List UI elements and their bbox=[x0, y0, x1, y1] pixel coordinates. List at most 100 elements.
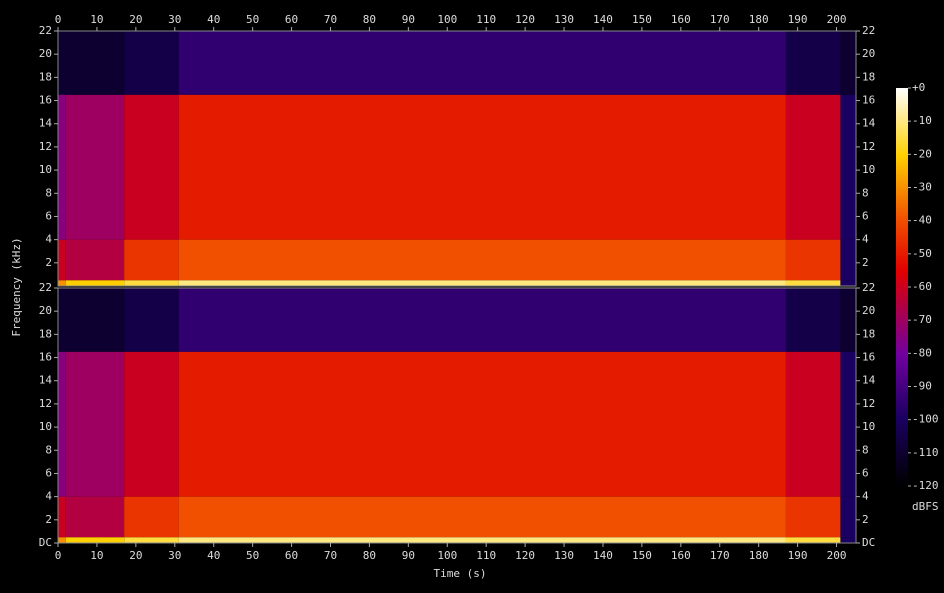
y-tick-label-right: 10 bbox=[862, 163, 875, 176]
heatmap-cell bbox=[58, 351, 66, 497]
y-tick-label-right: 12 bbox=[862, 140, 875, 153]
x-tick-label: 180 bbox=[749, 549, 769, 562]
x-tick-label-top: 100 bbox=[437, 13, 457, 26]
y-tick-label: 14 bbox=[39, 117, 53, 130]
x-tick-label: 20 bbox=[129, 549, 142, 562]
y-tick-label-right: 14 bbox=[862, 374, 876, 387]
y-tick-label-right: 14 bbox=[862, 117, 876, 130]
x-tick-label-top: 20 bbox=[129, 13, 142, 26]
heatmap-cell bbox=[58, 280, 66, 286]
heatmap-cell bbox=[785, 496, 841, 538]
colorbar-tick-label: -40 bbox=[912, 214, 932, 227]
y-tick-label-right: 2 bbox=[862, 513, 869, 526]
heatmap-cell bbox=[840, 280, 856, 286]
x-tick-label-top: 30 bbox=[168, 13, 181, 26]
heatmap-cell bbox=[58, 496, 66, 538]
heatmap-cell bbox=[65, 94, 125, 240]
x-tick-label: 50 bbox=[246, 549, 259, 562]
colorbar-label: dBFS bbox=[912, 500, 939, 513]
heatmap-cell bbox=[178, 288, 786, 352]
y-tick-label: 22 bbox=[39, 281, 52, 294]
y-tick-label: 2 bbox=[45, 513, 52, 526]
heatmap-cell bbox=[65, 31, 125, 95]
heatmap-cell bbox=[840, 496, 856, 538]
x-tick-label-top: 170 bbox=[710, 13, 730, 26]
y-tick-label-right: 2 bbox=[862, 256, 869, 269]
colorbar-tick-label: -10 bbox=[912, 114, 932, 127]
y-tick-label: 4 bbox=[45, 233, 52, 246]
x-tick-label: 130 bbox=[554, 549, 574, 562]
y-tick-label: 8 bbox=[45, 186, 52, 199]
x-tick-label: 110 bbox=[476, 549, 496, 562]
heatmap-cell bbox=[65, 351, 125, 497]
x-tick-label: 40 bbox=[207, 549, 220, 562]
plot-frame bbox=[57, 287, 857, 544]
x-tick-label: 150 bbox=[632, 549, 652, 562]
heatmap-cell bbox=[785, 94, 841, 240]
heatmap-cell bbox=[785, 537, 841, 543]
y-tick-label-right: 18 bbox=[862, 70, 875, 83]
plot-frame bbox=[57, 30, 857, 287]
heatmap-cell bbox=[840, 239, 856, 281]
y-tick-label: 8 bbox=[45, 443, 52, 456]
y-tick-label: 6 bbox=[45, 466, 52, 479]
heatmap-cell bbox=[124, 288, 179, 352]
x-tick-label: 60 bbox=[285, 549, 298, 562]
heatmap-cell bbox=[58, 31, 66, 95]
y-tick-label-right: 16 bbox=[862, 351, 875, 364]
y-tick-label-right: 22 bbox=[862, 281, 875, 294]
x-tick-label-top: 90 bbox=[402, 13, 415, 26]
heatmap-cell bbox=[178, 31, 786, 95]
x-tick-label: 160 bbox=[671, 549, 691, 562]
x-tick-label-top: 190 bbox=[788, 13, 808, 26]
y-tick-label: 2 bbox=[45, 256, 52, 269]
heatmap-cell bbox=[65, 496, 125, 538]
heatmap-cell bbox=[65, 239, 125, 281]
y-tick-label-right: 16 bbox=[862, 94, 875, 107]
heatmap-cell bbox=[58, 537, 66, 543]
y-tick-label-right: DC bbox=[862, 536, 875, 549]
heatmap-cell bbox=[785, 31, 841, 95]
y-tick-label-right: 4 bbox=[862, 233, 869, 246]
x-tick-label: 100 bbox=[437, 549, 457, 562]
y-tick-label-right: 8 bbox=[862, 186, 869, 199]
y-tick-label: 14 bbox=[39, 374, 53, 387]
y-tick-label: 16 bbox=[39, 94, 52, 107]
heatmap-cell bbox=[785, 288, 841, 352]
y-tick-label: 6 bbox=[45, 209, 52, 222]
y-tick-label-right: 4 bbox=[862, 490, 869, 503]
y-axis-label: Frequency (kHz) bbox=[10, 237, 23, 336]
heatmap-cell bbox=[840, 537, 856, 543]
x-tick-label-top: 80 bbox=[363, 13, 376, 26]
heatmap-cell bbox=[124, 94, 179, 240]
colorbar-tick-label: +0 bbox=[912, 81, 925, 94]
heatmap-cell bbox=[65, 537, 125, 543]
colorbar-tick-label: -90 bbox=[912, 380, 932, 393]
colorbar-tick-label: -60 bbox=[912, 280, 932, 293]
y-tick-label-right: 6 bbox=[862, 209, 869, 222]
y-tick-label-right: 20 bbox=[862, 304, 875, 317]
y-tick-label: 22 bbox=[39, 24, 52, 37]
heatmap-cell bbox=[65, 280, 125, 286]
y-tick-label-right: 18 bbox=[862, 327, 875, 340]
y-tick-label: 12 bbox=[39, 140, 52, 153]
x-tick-label: 10 bbox=[90, 549, 103, 562]
colorbar-tick-label: -70 bbox=[912, 313, 932, 326]
x-tick-label-top: 10 bbox=[90, 13, 103, 26]
heatmap-cell bbox=[124, 280, 179, 286]
heatmap-cell bbox=[178, 496, 786, 538]
x-tick-label: 0 bbox=[55, 549, 62, 562]
y-tick-label: 12 bbox=[39, 397, 52, 410]
heatmap-cell bbox=[65, 288, 125, 352]
x-tick-label: 90 bbox=[402, 549, 415, 562]
x-tick-label: 80 bbox=[363, 549, 376, 562]
y-tick-label: 16 bbox=[39, 351, 52, 364]
x-tick-label: 170 bbox=[710, 549, 730, 562]
heatmap-cell bbox=[178, 351, 786, 497]
x-tick-label: 120 bbox=[515, 549, 535, 562]
x-tick-label-top: 180 bbox=[749, 13, 769, 26]
x-tick-label: 140 bbox=[593, 549, 613, 562]
y-tick-label: 20 bbox=[39, 304, 52, 317]
heatmap-cell bbox=[840, 288, 856, 352]
